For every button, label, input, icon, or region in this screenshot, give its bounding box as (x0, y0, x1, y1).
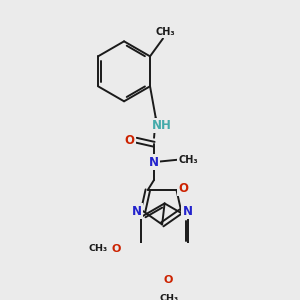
Text: N: N (183, 205, 193, 218)
Text: N: N (149, 156, 159, 169)
Text: CH₃: CH₃ (178, 155, 198, 165)
Text: O: O (125, 134, 135, 147)
Text: CH₃: CH₃ (159, 294, 178, 300)
Text: CH₃: CH₃ (156, 27, 175, 37)
Text: N: N (132, 205, 142, 218)
Text: O: O (164, 275, 173, 285)
Text: O: O (112, 244, 121, 254)
Text: O: O (178, 182, 188, 195)
Text: NH: NH (152, 119, 172, 132)
Text: CH₃: CH₃ (88, 244, 107, 253)
